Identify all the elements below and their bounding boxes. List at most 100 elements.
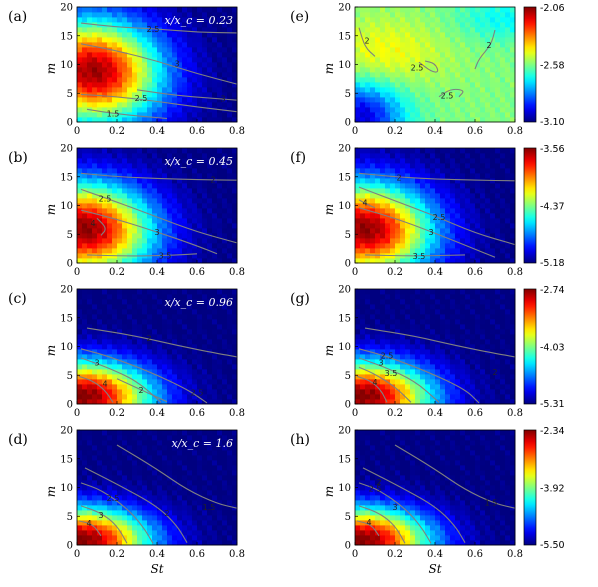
heat-cell [152, 153, 158, 159]
heat-cell [207, 92, 213, 98]
heat-cell [365, 87, 371, 93]
heat-cell [212, 258, 218, 264]
heat-cell [415, 248, 421, 254]
heat-cell [390, 374, 396, 380]
heat-cell [192, 304, 198, 310]
heat-cell [187, 193, 193, 199]
heat-cell [102, 535, 108, 541]
heat-cell [202, 87, 208, 93]
heat-cell [122, 188, 128, 194]
heat-cell [385, 369, 391, 375]
heat-cell [172, 208, 178, 214]
heat-cell [370, 319, 376, 325]
heat-cell [420, 82, 426, 88]
heat-cell [380, 349, 386, 355]
heat-cell [182, 117, 188, 123]
heat-cell [490, 82, 496, 88]
heat-cell [207, 500, 213, 506]
heat-cell [420, 112, 426, 118]
heat-cell [500, 193, 506, 199]
heat-cell [142, 258, 148, 264]
heat-cell [370, 37, 376, 43]
heat-cell [505, 67, 511, 73]
heat-cell [82, 198, 88, 204]
heat-cell [360, 384, 366, 390]
heat-cell [127, 57, 133, 63]
heat-cell [222, 208, 228, 214]
heat-cell [77, 389, 83, 395]
heat-cell [450, 153, 456, 159]
contour-label: 3.5 [413, 252, 426, 261]
heat-cell [420, 168, 426, 174]
heat-cell [87, 445, 93, 451]
heat-cell [137, 465, 143, 471]
heat-cell [232, 389, 238, 395]
heat-cell [107, 319, 113, 325]
heat-cell [465, 213, 471, 219]
heat-cell [172, 455, 178, 461]
heat-cell [152, 334, 158, 340]
heat-cell [127, 490, 133, 496]
heat-cell [187, 455, 193, 461]
heat-cell [87, 515, 93, 521]
heat-cell [410, 294, 416, 300]
heat-cell [107, 248, 113, 254]
heat-cell [192, 47, 198, 53]
heat-cell [187, 47, 193, 53]
heat-cell [172, 520, 178, 526]
heat-cell [475, 27, 481, 33]
heat-cell [420, 289, 426, 295]
heat-cell [385, 67, 391, 73]
heat-cell [405, 82, 411, 88]
heat-cell [112, 314, 118, 320]
heat-cell [365, 102, 371, 108]
heat-cell [177, 57, 183, 63]
heat-cell [400, 37, 406, 43]
heat-cell [485, 37, 491, 43]
heat-cell [82, 27, 88, 33]
heat-cell [232, 369, 238, 375]
heat-cell [192, 42, 198, 48]
heat-cell [435, 233, 441, 239]
heat-cell [102, 339, 108, 345]
heat-cell [420, 77, 426, 83]
heat-cell [137, 324, 143, 330]
heat-cell [490, 112, 496, 118]
heat-cell [107, 193, 113, 199]
heat-cell [375, 294, 381, 300]
contour-line [358, 27, 376, 57]
heat-cell [360, 253, 366, 259]
heat-cell [425, 87, 431, 93]
heat-cell [172, 490, 178, 496]
heat-cell [445, 148, 451, 154]
heat-cell [375, 188, 381, 194]
heat-cell [127, 540, 133, 546]
heat-cell [122, 17, 128, 23]
heat-cell [370, 47, 376, 53]
heat-cell [400, 22, 406, 28]
heat-cell [505, 223, 511, 229]
heat-cell [425, 384, 431, 390]
heat-cell [117, 112, 123, 118]
heat-cell [490, 218, 496, 224]
heat-cell [107, 168, 113, 174]
heat-cell [187, 32, 193, 38]
heat-cell [152, 364, 158, 370]
heat-cell [385, 319, 391, 325]
heat-cell [207, 158, 213, 164]
heat-cell [470, 153, 476, 159]
heat-cell [440, 258, 446, 264]
panel-label: (d) [8, 432, 28, 448]
heat-cell [485, 198, 491, 204]
heat-cell [495, 27, 501, 33]
heat-cell [112, 67, 118, 73]
heat-cell [92, 495, 98, 501]
heat-cell [460, 32, 466, 38]
heat-cell [355, 309, 361, 315]
heat-cell [390, 208, 396, 214]
heat-cell [182, 435, 188, 441]
heat-cell [405, 243, 411, 249]
heat-cell [202, 42, 208, 48]
heat-cell [142, 77, 148, 83]
